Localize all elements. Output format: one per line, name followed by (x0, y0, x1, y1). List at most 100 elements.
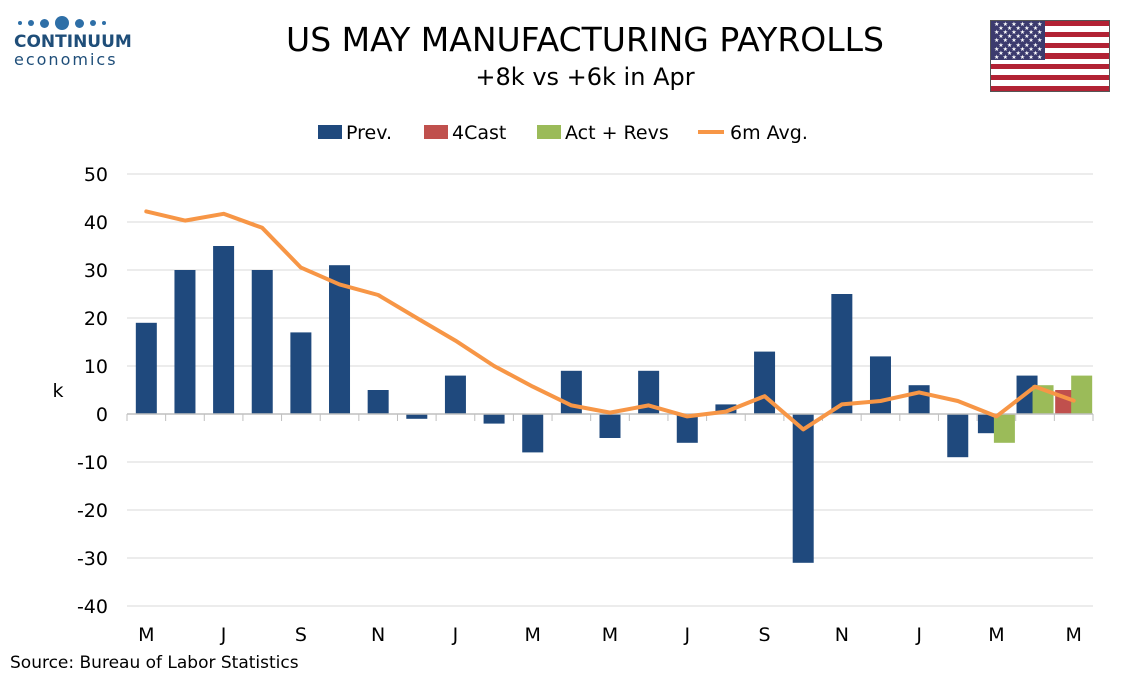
flag-star: ★ (998, 49, 1004, 57)
bar-prev (676, 414, 698, 443)
bar-prev (908, 385, 930, 414)
legend-label: Act + Revs (565, 122, 669, 144)
bar-prev (406, 414, 428, 419)
flag-star: ★ (1028, 29, 1034, 37)
y-tick-label: 20 (84, 308, 108, 330)
y-tick-label: -30 (77, 548, 108, 570)
y-tick-label: 50 (84, 164, 108, 186)
brand-sub: economics (14, 50, 118, 69)
flag-star: ★ (1037, 45, 1043, 53)
flag-canton: ★ ★ ★ ★ ★ ★ ★ ★ ★ ★ ★ ★ ★ ★ ★ ★ ★ ★ ★ ★ ★ ★ ★ ★ ★ ★ ★ ★ ★ ★ ★ ★ ★ ★ ★ ★ ★ ★ ★ ★… (991, 21, 1045, 60)
y-tick-label: -10 (77, 452, 108, 474)
bar-prev (522, 414, 544, 453)
x-tick-label: S (759, 624, 771, 646)
bar-actual (993, 414, 1015, 443)
flag-star: ★ (1006, 33, 1013, 41)
y-tick-label: 40 (84, 212, 108, 234)
flag-star: ★ (1019, 37, 1026, 45)
line-6m-avg (144, 209, 1076, 432)
flag-stripe (991, 37, 1109, 43)
flag-star: ★ (1024, 33, 1030, 41)
y-tick-label: 30 (84, 260, 108, 282)
flag-star: ★ (998, 41, 1004, 49)
flag-star: ★ (994, 53, 1000, 61)
flag-star: ★ (1028, 21, 1034, 28)
continuum-logo: CONTINUUM economics (14, 14, 134, 68)
bar-prev (831, 294, 853, 414)
flag-star: ★ (1015, 33, 1021, 41)
payrolls-chart: 50 40 30 20 10 0 -10 -20 -30 -40 k M J S N J M M J S N J M M Pre… (52, 122, 1094, 646)
brand-name: CONTINUUM (14, 32, 132, 52)
legend-swatch (537, 125, 561, 139)
bar-prev (947, 414, 969, 458)
x-tick-label: J (683, 624, 690, 646)
flag-star: ★ (1019, 29, 1026, 37)
flag-star: ★ (1037, 37, 1043, 45)
flag-stripe (991, 47, 1109, 54)
flag-star: ★ (994, 29, 1000, 37)
bar-prev (329, 265, 351, 414)
flag-star: ★ (1015, 49, 1021, 57)
x-tick-label: M (525, 624, 541, 646)
legend-swatch (318, 125, 342, 139)
flag-star: ★ (1032, 25, 1039, 33)
bar-actual (1071, 375, 1093, 414)
flag-star: ★ (998, 25, 1004, 33)
flag-star: ★ (1011, 21, 1017, 28)
flag-star: ★ (1002, 53, 1008, 61)
x-tick-label: M (1065, 624, 1081, 646)
flag-star: ★ (1002, 21, 1008, 28)
legend-label: 6m Avg. (730, 122, 808, 144)
bar-prev (483, 414, 505, 424)
flag-star: ★ (1006, 49, 1013, 57)
bar-prev (638, 370, 660, 414)
y-tick-label: 0 (96, 404, 108, 426)
flag-star: ★ (1028, 37, 1034, 45)
flag-stripe (991, 53, 1109, 59)
flag-star: ★ (1015, 41, 1021, 49)
flag-stripe (991, 42, 1109, 48)
flag-star: ★ (1019, 53, 1026, 61)
x-tick-label: M (988, 624, 1004, 646)
bar-prev (213, 246, 235, 414)
chart-title: US MAY MANUFACTURING PAYROLLS (286, 20, 884, 59)
bar-prev (135, 322, 157, 414)
flag-star: ★ (1037, 53, 1043, 61)
bar-prev (869, 356, 891, 414)
legend-label: Prev. (346, 122, 392, 144)
flag-star: ★ (1011, 53, 1017, 61)
us-flag-icon: ★ ★ ★ ★ ★ ★ ★ ★ ★ ★ ★ ★ ★ ★ ★ ★ ★ ★ ★ ★ ★ ★ ★ ★ ★ ★ ★ ★ ★ ★ ★ ★ ★ ★ ★ ★ ★ ★ ★ ★… (990, 20, 1110, 92)
x-tick-label: N (835, 624, 849, 646)
flag-star: ★ (1028, 53, 1034, 61)
bar-prev (792, 414, 814, 563)
flag-star: ★ (1024, 41, 1030, 49)
bar-prev (599, 414, 621, 438)
x-tick-label: J (452, 624, 459, 646)
x-tick-label: M (602, 624, 618, 646)
flag-star: ★ (1011, 29, 1017, 37)
x-tick-label: M (138, 624, 154, 646)
legend-swatch (424, 125, 448, 139)
flag-star: ★ (1011, 37, 1017, 45)
flag-stripe (991, 64, 1109, 70)
y-tick-label: 10 (84, 356, 108, 378)
bar-prev (715, 404, 737, 414)
flag-star: ★ (994, 45, 1000, 53)
x-tick-label: N (371, 624, 385, 646)
flag-star: ★ (1002, 29, 1008, 37)
x-tick-label: S (295, 624, 307, 646)
flag-star: ★ (1006, 41, 1013, 49)
flag-stripe (991, 58, 1109, 65)
flag-star: ★ (1024, 25, 1030, 33)
bar-prev (174, 270, 196, 414)
flag-stripe (991, 26, 1109, 32)
logo-dots-icon (18, 14, 134, 32)
y-axis-label: k (52, 380, 63, 402)
flag-star: ★ (1032, 49, 1039, 57)
flag-star: ★ (998, 33, 1004, 41)
flag-star: ★ (1019, 21, 1026, 28)
flag-star: ★ (1019, 45, 1026, 53)
flag-star: ★ (1002, 45, 1008, 53)
flag-star: ★ (1002, 37, 1008, 45)
flag-stripe (991, 74, 1109, 81)
